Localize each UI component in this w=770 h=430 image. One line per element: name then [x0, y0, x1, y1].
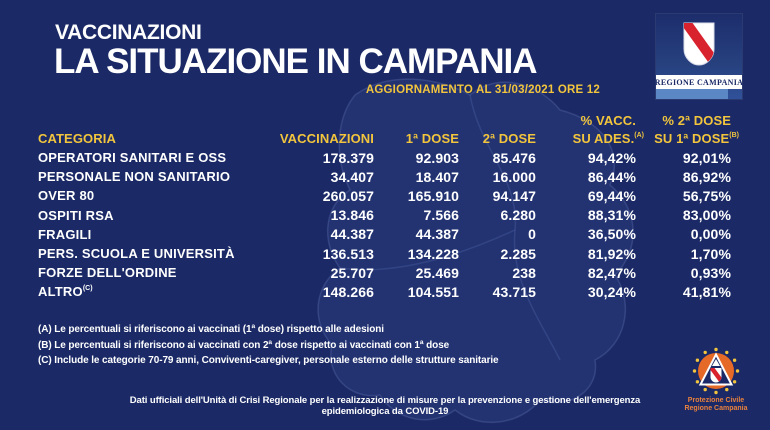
table-row: FRAGILI 44.387 44.387 0 36,50% 0,00%	[38, 226, 731, 243]
page-kicker: VACCINAZIONI	[55, 21, 202, 44]
table-row: OSPITI RSA 13.846 7.566 6.280 88,31% 83,…	[38, 207, 731, 224]
col-header-dose2: 2ª DOSE	[482, 131, 536, 146]
data-source-text: Dati ufficiali dell'Unità di Crisi Regio…	[129, 395, 641, 417]
table-row: OVER 80 260.057 165.910 94.147 69,44% 56…	[38, 187, 731, 204]
col-header-dose1: 1ª DOSE	[405, 131, 459, 146]
campania-shield-icon	[683, 22, 715, 66]
footnote-marker-a: (A)	[634, 132, 644, 139]
regione-campania-logo: REGIONE CAMPANIA	[655, 14, 743, 99]
col-header-categoria: CATEGORIA	[38, 131, 116, 146]
footnote-marker-b: (B)	[729, 132, 739, 139]
table-row: PERS. SCUOLA E UNIVERSITÀ 136.513 134.22…	[38, 245, 731, 262]
update-timestamp: AGGIORNAMENTO AL 31/03/2021 ORE 12	[365, 84, 600, 96]
footnote-b: (B) Le percentuali si riferiscono ai vac…	[38, 339, 450, 351]
vaccination-table: CATEGORIA VACCINAZIONI 1ª DOSE 2ª DOSE %…	[38, 113, 739, 302]
col-header-pct-vacc: % VACC. SU ADES.(A)	[572, 113, 644, 146]
col-header-vaccinazioni: VACCINAZIONI	[279, 131, 374, 146]
footnotes: (A) Le percentuali si riferiscono ai vac…	[38, 322, 499, 369]
logo-light-strip	[656, 89, 728, 99]
footnote-a: (A) Le percentuali si riferiscono ai vac…	[38, 324, 384, 335]
col-header-pct-dose2: % 2ª DOSE SU 1ª DOSE(B)	[654, 113, 739, 146]
table-header-row: CATEGORIA VACCINAZIONI 1ª DOSE 2ª DOSE %…	[38, 113, 739, 148]
table-row: FORZE DELL'ORDINE 25.707 25.469 238 82,4…	[38, 264, 731, 281]
protezione-civile-logo: Protezione Civile Regione Campania	[684, 346, 748, 412]
regione-campania-nameplate: REGIONE CAMPANIA	[655, 75, 743, 89]
footnote-marker-c: (C)	[82, 285, 93, 293]
protezione-civile-label: Protezione Civile Regione Campania	[684, 397, 748, 412]
table-row: ALTRO(C) 148.266 104.551 43.715 30,24% 4…	[38, 283, 731, 300]
protezione-civile-emblem-icon	[692, 347, 740, 395]
page-title: LA SITUAZIONE IN CAMPANIA	[54, 42, 537, 81]
table-row: OPERATORI SANITARI E OSS 178.379 92.903 …	[38, 149, 731, 166]
table-row: PERSONALE NON SANITARIO 34.407 18.407 16…	[38, 168, 731, 185]
footnote-c: (C) Include le categorie 70-79 anni, Con…	[38, 355, 499, 366]
